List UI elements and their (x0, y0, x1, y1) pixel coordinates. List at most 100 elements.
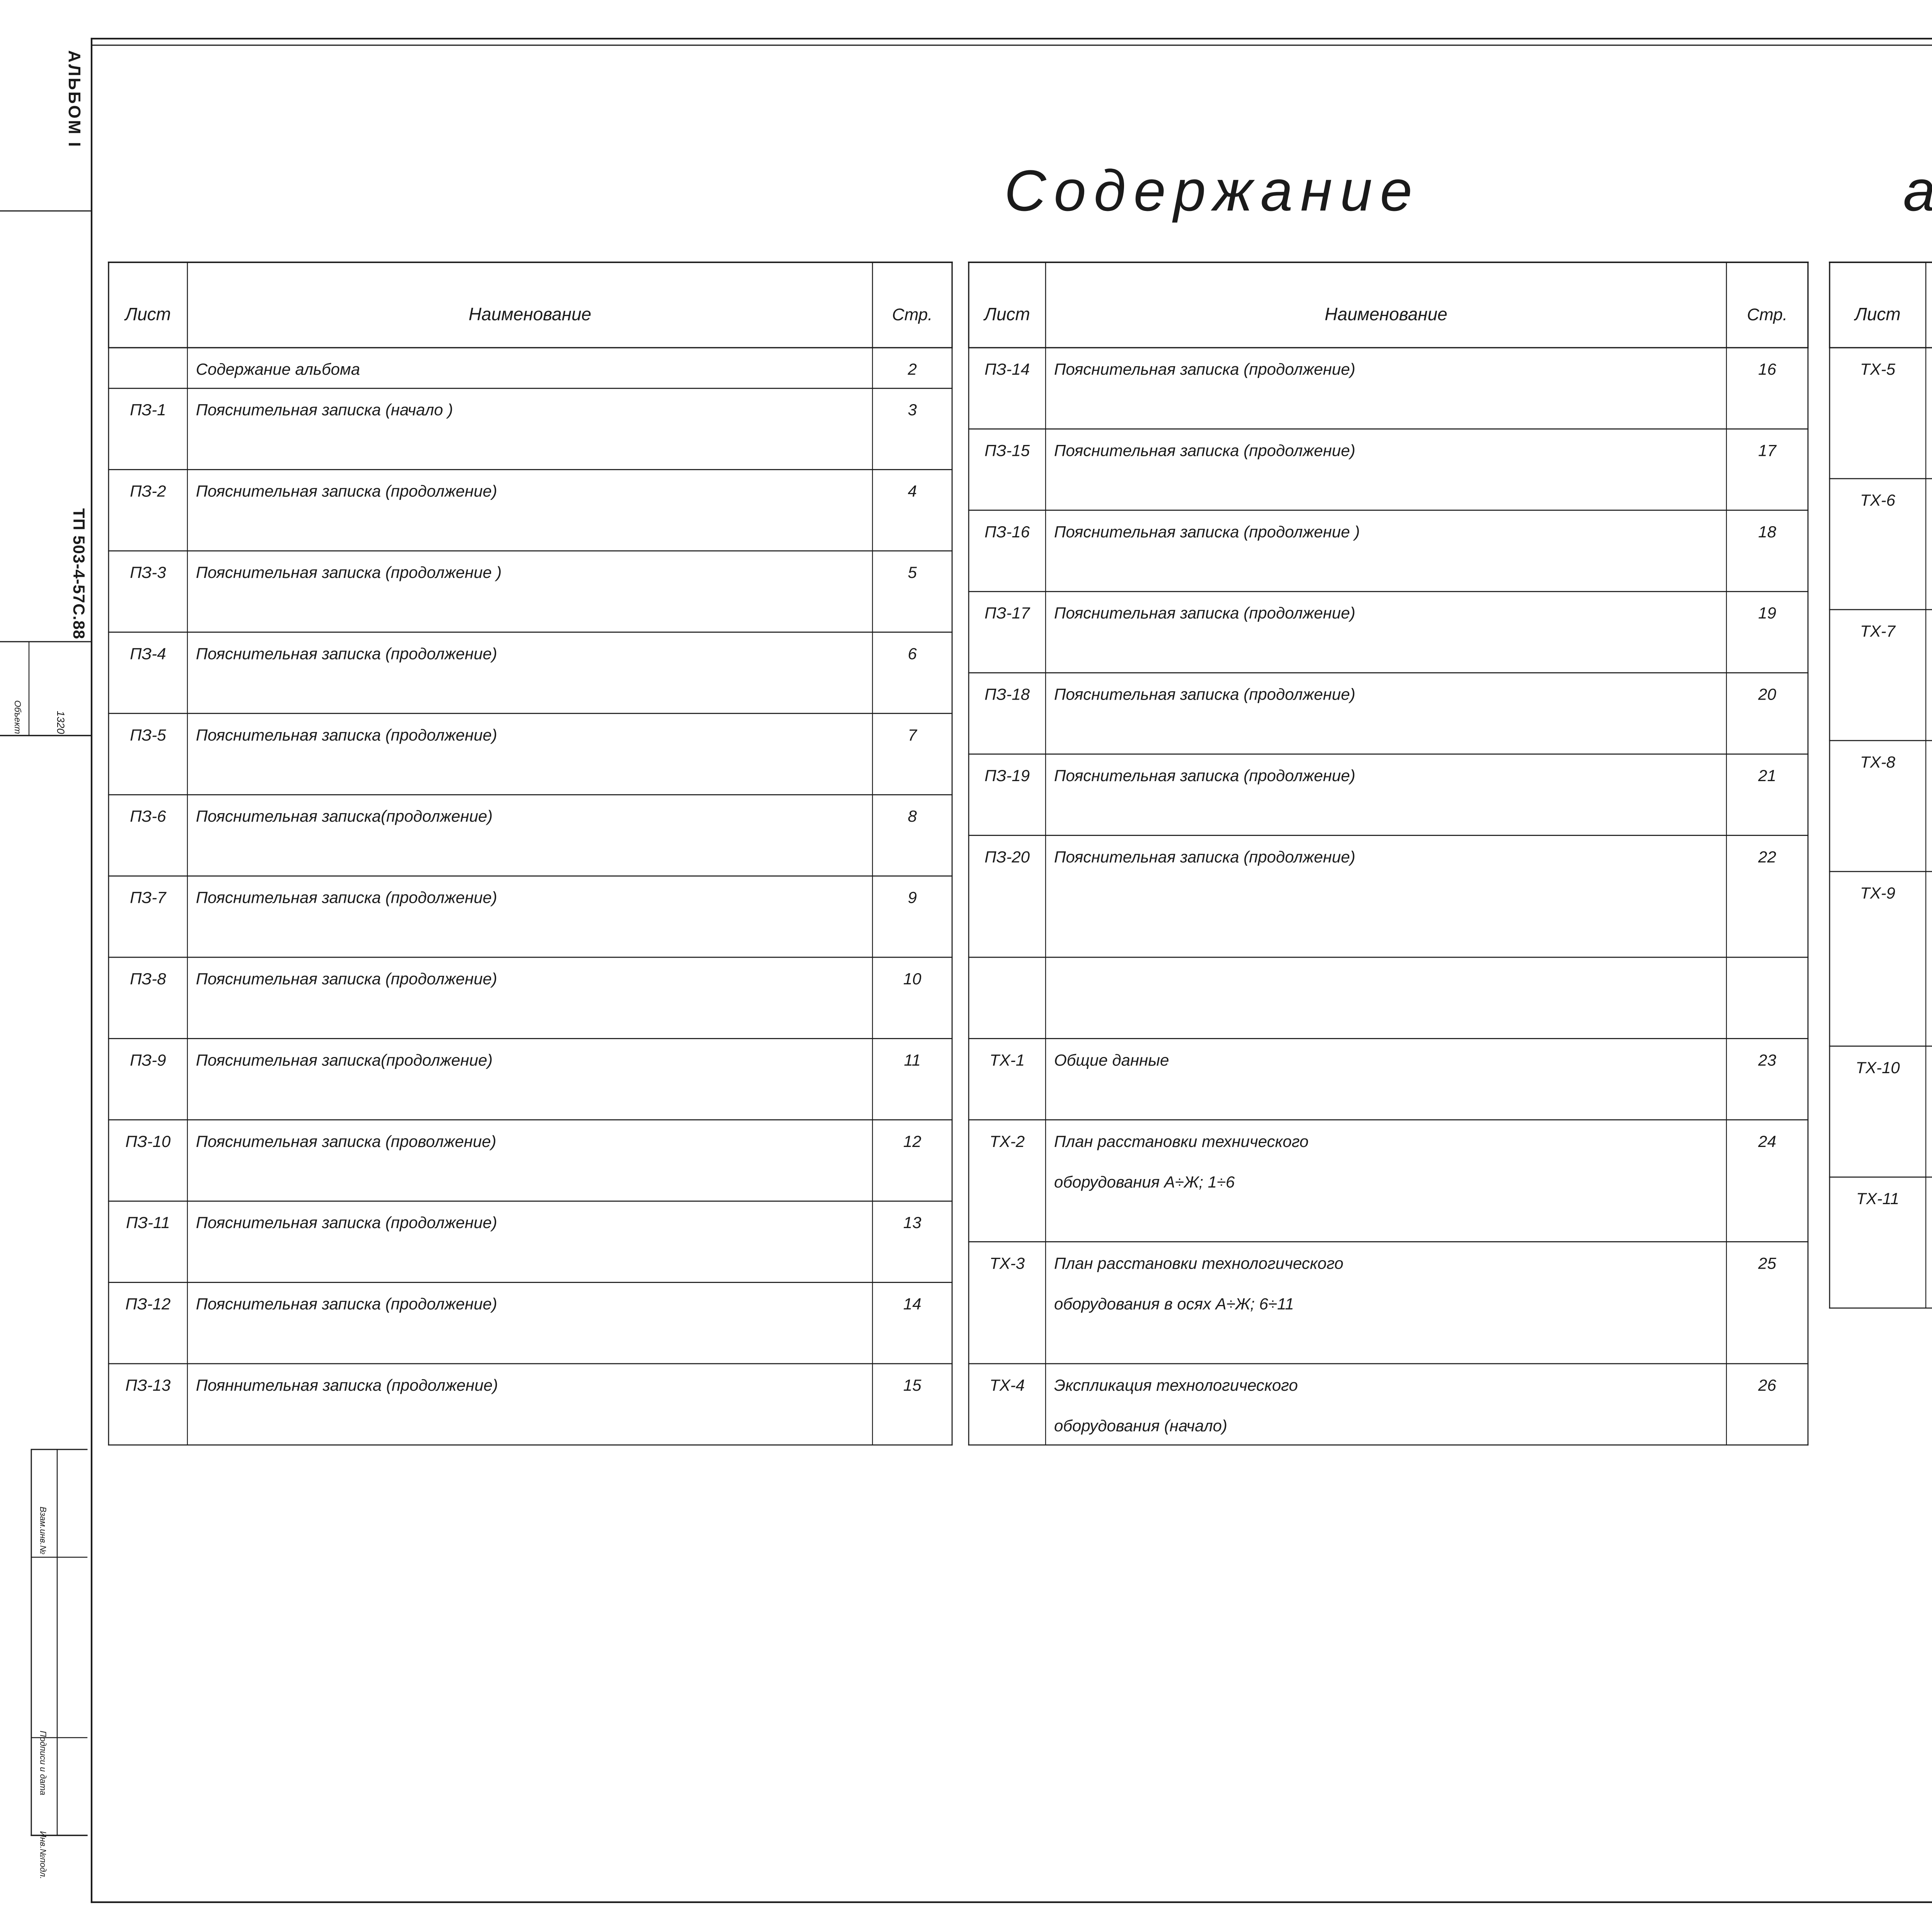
svg-text:3: 3 (908, 401, 917, 419)
svg-text:Пояснительная записка (продолж: Пояснительная записка (продолжение) (196, 482, 497, 500)
svg-text:5: 5 (908, 563, 917, 581)
svg-text:22: 22 (1758, 848, 1776, 866)
svg-text:Экспликация технологического: Экспликация технологического (1054, 1376, 1298, 1394)
svg-text:ПЗ-4: ПЗ-4 (130, 644, 166, 663)
svg-text:ПЗ-8: ПЗ-8 (130, 970, 166, 988)
svg-text:8: 8 (908, 807, 917, 825)
svg-text:План расстановки технологическ: План расстановки технологического (1054, 1254, 1344, 1272)
svg-text:оборудования в осях А÷Ж; 6÷11: оборудования в осях А÷Ж; 6÷11 (1054, 1295, 1294, 1313)
svg-text:ТХ-11: ТХ-11 (1856, 1189, 1899, 1208)
svg-text:Пояснительная записка (продо: Пояснительная записка (продолжение) (1054, 848, 1355, 866)
svg-text:ПЗ-6: ПЗ-6 (130, 807, 166, 825)
svg-text:Пояснительная записка (продо: Пояснительная записка (продолжение) (196, 889, 497, 907)
svg-text:Содержание альбома: Содержание альбома (196, 360, 360, 378)
svg-text:Пояснительная записка(продолже: Пояснительная записка(продолжение) (196, 1051, 493, 1069)
svg-text:Общие данные: Общие данные (1054, 1051, 1169, 1069)
svg-text:Пояснительная записка (продолж: Пояснительная записка (продолжение) (1054, 685, 1355, 703)
svg-text:ПЗ-20: ПЗ-20 (985, 848, 1030, 866)
svg-text:26: 26 (1758, 1376, 1776, 1394)
svg-text:ТХ-10: ТХ-10 (1855, 1058, 1900, 1077)
svg-text:План расстановки технического: План расстановки технического (1054, 1132, 1309, 1150)
svg-text:ТХ-6: ТХ-6 (1860, 491, 1896, 509)
svg-text:ПЗ-1: ПЗ-1 (130, 401, 166, 419)
svg-text:ТХ-2: ТХ-2 (990, 1132, 1025, 1150)
svg-text:Наименование: Наименование (1325, 304, 1447, 324)
svg-text:Пояснительная записка (продолж: Пояснительная записка (продолжение) (196, 1213, 497, 1232)
svg-text:ТХ-7: ТХ-7 (1860, 622, 1896, 640)
svg-text:24: 24 (1758, 1132, 1776, 1150)
svg-text:ПЗ-12: ПЗ-12 (126, 1295, 171, 1313)
svg-text:ПЗ-11: ПЗ-11 (126, 1213, 170, 1232)
svg-text:Пояснительная записка (продолж: Пояснительная записка (продолжение) (196, 1295, 497, 1313)
svg-text:Пояснительная записка (продолж: Пояснительная записка (продолжение) (1054, 360, 1355, 378)
svg-text:ПЗ-15: ПЗ-15 (985, 441, 1030, 459)
svg-text:ПЗ-2: ПЗ-2 (130, 482, 166, 500)
svg-text:12: 12 (903, 1132, 922, 1150)
svg-text:Инв.№подл.: Инв.№подл. (38, 1831, 48, 1879)
svg-text:Пояснительная записка (продо: Пояснительная записка (продолжение ) (196, 563, 502, 581)
svg-text:ПЗ-18: ПЗ-18 (985, 685, 1030, 703)
svg-text:ПЗ-19: ПЗ-19 (985, 766, 1030, 785)
svg-text:Пояснительная записка (продол: Пояснительная записка (продолжение) (1054, 441, 1355, 459)
svg-text:Лист: Лист (983, 304, 1030, 324)
svg-text:Пояснительная записка (продолж: Пояснительная записка (продолжение) (1054, 604, 1355, 622)
svg-text:Содержание: Содержание (1004, 158, 1420, 223)
svg-text:17: 17 (1758, 441, 1777, 459)
svg-text:ПЗ-17: ПЗ-17 (985, 604, 1031, 622)
svg-text:Пояннительная записка (продолж: Пояннительная записка (продолжение) (196, 1376, 498, 1394)
svg-text:2: 2 (907, 360, 917, 378)
svg-text:11: 11 (904, 1051, 921, 1069)
svg-text:15: 15 (903, 1376, 922, 1394)
svg-text:16: 16 (1758, 360, 1776, 378)
svg-text:Пояснительная записка (начало: Пояснительная записка (начало ) (196, 401, 453, 419)
svg-text:ПЗ-7: ПЗ-7 (130, 889, 167, 907)
svg-text:25: 25 (1758, 1254, 1776, 1272)
svg-text:АЛЬБОМ I: АЛЬБОМ I (65, 50, 84, 148)
svg-text:Лист: Лист (1854, 304, 1900, 324)
svg-text:ТХ-4: ТХ-4 (990, 1376, 1025, 1394)
svg-text:ТХ-3: ТХ-3 (990, 1254, 1025, 1272)
svg-text:ТХ-9: ТХ-9 (1860, 884, 1895, 902)
svg-text:Стр.: Стр. (892, 305, 933, 324)
svg-text:7: 7 (908, 726, 917, 744)
svg-text:Взам.инв.№: Взам.инв.№ (38, 1507, 48, 1555)
svg-text:оборудования А÷Ж; 1÷6: оборудования А÷Ж; 1÷6 (1054, 1173, 1235, 1191)
svg-text:ПЗ-14: ПЗ-14 (985, 360, 1030, 378)
svg-text:20: 20 (1758, 685, 1776, 703)
svg-text:10: 10 (903, 970, 922, 988)
svg-text:Наименование: Наименование (469, 304, 591, 324)
svg-text:ТХ-8: ТХ-8 (1860, 753, 1896, 771)
svg-text:ПЗ-9: ПЗ-9 (130, 1051, 166, 1069)
svg-text:ПЗ-13: ПЗ-13 (126, 1376, 171, 1394)
svg-text:4: 4 (908, 482, 917, 500)
svg-text:Пояснительная записка (продо: Пояснительная записка (продолжение) (196, 726, 497, 744)
svg-text:альбома: альбома (1903, 158, 1932, 223)
svg-text:21: 21 (1758, 766, 1776, 785)
svg-text:1320: 1320 (55, 711, 66, 734)
svg-text:Пояснительная записка (продо: Пояснительная записка (продолжение ) (1054, 523, 1360, 541)
svg-text:Стр.: Стр. (1747, 305, 1787, 324)
svg-text:ТП 503-4-57С.88: ТП 503-4-57С.88 (70, 508, 88, 639)
svg-text:ТХ-1: ТХ-1 (990, 1051, 1025, 1069)
svg-text:ТХ-5: ТХ-5 (1860, 360, 1896, 378)
svg-text:Пояснительная записка (продолж: Пояснительная записка (продолжение) (196, 970, 497, 988)
svg-text:оборудования (начало): оборудования (начало) (1054, 1417, 1227, 1435)
svg-text:ПЗ-16: ПЗ-16 (985, 523, 1030, 541)
svg-text:19: 19 (1758, 604, 1776, 622)
svg-text:18: 18 (1758, 523, 1776, 541)
svg-text:Подписи и дата: Подписи и дата (38, 1731, 48, 1795)
svg-text:13: 13 (903, 1213, 922, 1232)
svg-text:ПЗ-3: ПЗ-3 (130, 563, 166, 581)
svg-text:ПЗ-10: ПЗ-10 (126, 1132, 171, 1150)
svg-text:14: 14 (903, 1295, 922, 1313)
svg-text:Пояснительная записка (продолж: Пояснительная записка (продолжение) (196, 644, 497, 663)
svg-text:9: 9 (908, 889, 917, 907)
svg-text:6: 6 (908, 644, 917, 663)
svg-text:23: 23 (1758, 1051, 1776, 1069)
svg-text:Лист: Лист (124, 304, 171, 324)
svg-text:ПЗ-5: ПЗ-5 (130, 726, 166, 744)
svg-text:Пояснительная записка(продолж: Пояснительная записка(продолжение) (196, 807, 493, 825)
svg-text:Пояснительная записка (проволж: Пояснительная записка (проволжение) (196, 1132, 496, 1150)
svg-text:Пояснительная записка (продолж: Пояснительная записка (продолжение) (1054, 766, 1355, 785)
svg-text:Объект: Объект (13, 700, 23, 734)
